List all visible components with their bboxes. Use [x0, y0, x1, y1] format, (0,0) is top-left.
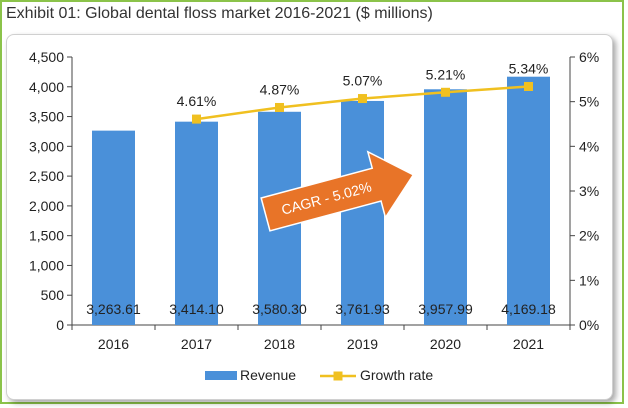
growth-rate-point-2021 — [524, 81, 533, 91]
growth-rate-label: 4.61% — [177, 93, 217, 109]
legend-revenue-label: Revenue — [240, 367, 296, 383]
y-left-tick-label: 3,500 — [29, 109, 64, 125]
legend-revenue-swatch — [205, 371, 237, 380]
bar-value-label: 3,263.61 — [86, 301, 141, 317]
y-left-tick-label: 0 — [56, 317, 64, 333]
bar-2021 — [507, 76, 550, 325]
bar-value-label: 4,169.18 — [501, 301, 556, 317]
x-category-label: 2019 — [347, 336, 378, 352]
growth-rate-point-2020 — [441, 87, 450, 97]
y-right-tick-label: 6% — [579, 49, 599, 65]
bar-2020 — [424, 89, 467, 325]
growth-rate-label: 5.34% — [509, 60, 549, 76]
y-left-tick-label: 2,500 — [29, 168, 64, 184]
y-right-tick-label: 1% — [579, 272, 599, 288]
growth-rate-label: 5.21% — [426, 66, 466, 82]
growth-rate-point-2017 — [192, 114, 201, 124]
x-category-label: 2016 — [98, 336, 129, 352]
bar-2019 — [341, 100, 384, 325]
bar-2017 — [175, 121, 218, 325]
bar-2016 — [92, 130, 135, 325]
growth-rate-label: 4.87% — [260, 81, 300, 97]
legend-growth-marker — [333, 371, 343, 381]
x-category-label: 2021 — [513, 336, 544, 352]
growth-rate-label: 5.07% — [343, 73, 383, 89]
legend-growth-label: Growth rate — [360, 367, 433, 383]
y-right-tick-label: 4% — [579, 138, 599, 154]
bar-value-label: 3,580.30 — [252, 301, 307, 317]
cagr-arrow-shape — [260, 150, 415, 232]
growth-rate-point-2019 — [358, 94, 367, 104]
bar-value-label: 3,414.10 — [169, 301, 224, 317]
y-right-tick-label: 2% — [579, 228, 599, 244]
y-left-tick-label: 1,000 — [29, 257, 64, 273]
y-left-tick-label: 1,500 — [29, 228, 64, 244]
bar-value-label: 3,957.99 — [418, 301, 473, 317]
x-category-label: 2018 — [264, 336, 295, 352]
y-left-tick-label: 3,000 — [29, 138, 64, 154]
growth-rate-point-2018 — [275, 102, 284, 112]
y-left-tick-label: 4,500 — [29, 49, 64, 65]
y-right-tick-label: 3% — [579, 183, 599, 199]
y-left-tick-label: 500 — [41, 287, 65, 303]
x-category-label: 2020 — [430, 336, 461, 352]
bar-value-label: 3,761.93 — [335, 301, 390, 317]
y-right-tick-label: 0% — [579, 317, 599, 333]
x-category-label: 2017 — [181, 336, 212, 352]
y-left-tick-label: 4,000 — [29, 79, 64, 95]
chart-title: Exhibit 01: Global dental floss market 2… — [6, 5, 433, 22]
y-left-tick-label: 2,000 — [29, 198, 64, 214]
y-right-tick-label: 5% — [579, 94, 599, 110]
